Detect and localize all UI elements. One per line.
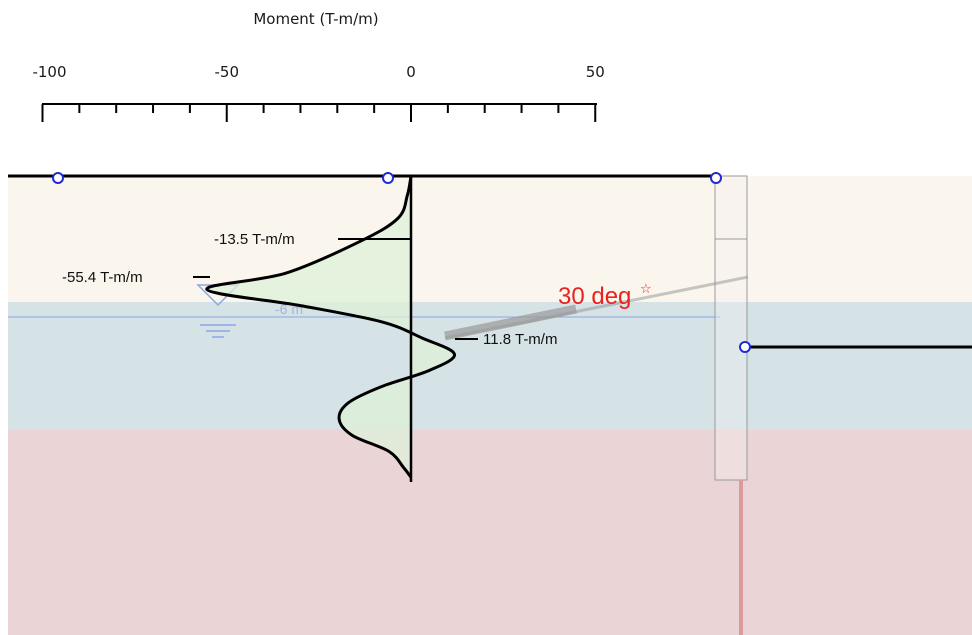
ground-node-2[interactable]: [382, 172, 394, 184]
anchor-angle-label: 30 deg: [558, 283, 631, 310]
ground-node-3[interactable]: [710, 172, 722, 184]
axis-tick-label: -50: [215, 63, 240, 81]
moment-area-fill: [206, 176, 455, 478]
upper-soil-layer: [8, 176, 972, 302]
moment-label-neg-13: -13.5 T-m/m: [214, 231, 295, 248]
lower-soil-layer: [8, 430, 972, 635]
moment-label-pos-11: 11.8 T-m/m: [483, 331, 557, 348]
anchor-grout-body[interactable]: [444, 304, 577, 341]
axis-tick-label: 50: [586, 63, 605, 81]
anchor-angle-icon: ☆: [640, 282, 652, 297]
ground-node-1[interactable]: [52, 172, 64, 184]
axis-tick-label: -100: [32, 63, 66, 81]
water-layer: [8, 302, 972, 430]
moment-label-neg-55: -55.4 T-m/m: [62, 269, 143, 286]
retaining-wall[interactable]: [714, 175, 748, 481]
moment-curve: [205, 175, 456, 479]
moment-axis: Moment (T-m/m) -100 -50 0 50: [32, 10, 605, 122]
axis-tick-label: 0: [406, 63, 416, 81]
axis-title: Moment (T-m/m): [253, 10, 378, 28]
ground-node-4[interactable]: [739, 341, 751, 353]
